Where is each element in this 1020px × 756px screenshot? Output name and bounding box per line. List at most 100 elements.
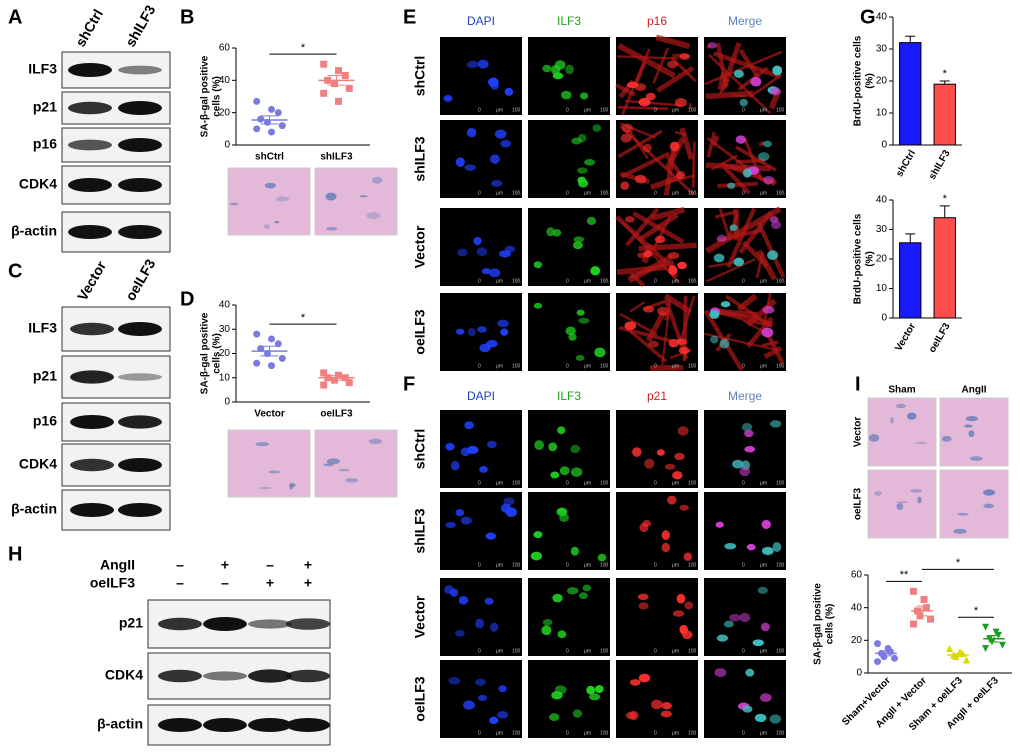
nucleus — [771, 220, 782, 230]
nucleus — [570, 546, 579, 556]
scale-bar-text: 100 — [512, 480, 521, 486]
scale-bar-text: 100 — [776, 562, 785, 568]
panel-label: G — [860, 6, 876, 28]
scale-bar-text: μm — [496, 107, 503, 113]
nucleus — [679, 504, 689, 511]
row-label: oeILF3 — [412, 309, 428, 354]
stain-spot — [896, 502, 904, 511]
fiber — [620, 151, 670, 179]
micrograph — [440, 37, 522, 115]
fiber — [663, 149, 676, 196]
scale-bar-text: 100 — [600, 562, 609, 568]
scale-bar-text: 0 — [742, 480, 745, 486]
micrograph — [704, 492, 786, 570]
nucleus — [542, 64, 552, 73]
data-point — [890, 654, 898, 662]
scale-bar-text: 100 — [776, 648, 785, 654]
scale-bar-text: 100 — [512, 190, 521, 196]
blot-band — [158, 718, 202, 732]
stain-spot — [290, 483, 296, 488]
nucleus — [489, 716, 499, 725]
scale-bar-text: 100 — [512, 107, 521, 113]
stain-row-label: Vector — [853, 417, 864, 448]
nucleus — [644, 458, 655, 469]
nucleus — [533, 531, 543, 539]
nucleus — [488, 268, 501, 278]
nucleus — [484, 597, 494, 605]
nucleus — [624, 216, 635, 223]
micrograph — [616, 660, 698, 738]
stain-spot — [896, 501, 909, 504]
condition-sign: + — [266, 575, 274, 591]
stain-column-label: AngII — [962, 385, 987, 396]
scale-bar-text: 0 — [478, 562, 481, 568]
stain-image — [867, 397, 937, 467]
y-axis-label: SA-β-gal positive — [200, 55, 211, 137]
scale-bar-text: 0 — [742, 648, 745, 654]
y-tick-label: 40 — [851, 602, 863, 613]
significance: * — [974, 605, 979, 617]
nucleus — [656, 449, 665, 456]
blot-band — [70, 322, 114, 336]
y-tick-label: 20 — [219, 107, 231, 118]
nucleus — [552, 593, 563, 603]
nucleus — [475, 678, 486, 686]
panel-label: H — [8, 543, 22, 565]
data-point — [320, 381, 328, 389]
scale-bar-text: μm — [760, 107, 767, 113]
nucleus — [767, 250, 779, 261]
fiber — [711, 135, 720, 147]
data-point — [886, 648, 894, 656]
nucleus — [643, 250, 653, 258]
nucleus — [744, 446, 756, 453]
nucleus — [548, 442, 558, 452]
fiber — [691, 141, 696, 188]
blot-column-label: shCtrl — [72, 6, 106, 49]
channel-label: Merge — [728, 389, 762, 403]
significance: * — [301, 312, 306, 324]
scale-bar-text: μm — [584, 562, 591, 568]
y-axis-label: SA-β-gal positive — [813, 583, 824, 665]
nucleus — [668, 265, 678, 276]
y-tick-label: 20 — [876, 254, 888, 265]
blot-band — [118, 322, 162, 336]
y-tick-label: 0 — [881, 140, 887, 151]
scale-bar-text: μm — [584, 648, 591, 654]
scale-bar-text: 0 — [478, 363, 481, 369]
blot-band — [68, 139, 112, 151]
blot-column-label: Vector — [74, 258, 110, 304]
nucleus — [661, 542, 670, 553]
scale-bar-text: μm — [496, 363, 503, 369]
blot-row-label: β-actin — [11, 223, 57, 239]
scale-bar-text: 100 — [688, 107, 697, 113]
nucleus — [559, 466, 570, 476]
nucleus — [710, 335, 719, 344]
nucleus — [589, 693, 601, 701]
nucleus — [729, 613, 741, 622]
nucleus — [573, 236, 585, 243]
blot-band — [118, 65, 162, 75]
stain-column-label: Sham — [888, 385, 915, 396]
row-label: Vector — [412, 595, 428, 638]
nucleus — [570, 467, 583, 477]
nucleus — [565, 64, 574, 75]
nucleus — [629, 710, 639, 721]
x-tick-label: shCtrl — [255, 152, 284, 163]
blot-band — [248, 669, 292, 683]
data-point — [320, 89, 328, 97]
scale-bar-text: μm — [584, 190, 591, 196]
nucleus — [667, 252, 680, 259]
nucleus — [460, 516, 472, 525]
fiber — [617, 43, 676, 79]
blot-row-label: p16 — [33, 413, 57, 429]
stain-spot — [325, 192, 337, 201]
nucleus — [479, 465, 488, 473]
nucleus — [741, 422, 753, 432]
nucleus — [674, 98, 687, 108]
data-point — [320, 369, 328, 377]
fiber — [655, 34, 691, 49]
scale-bar-text: μm — [760, 730, 767, 736]
stain-spot — [372, 176, 383, 184]
nucleus — [530, 551, 542, 561]
